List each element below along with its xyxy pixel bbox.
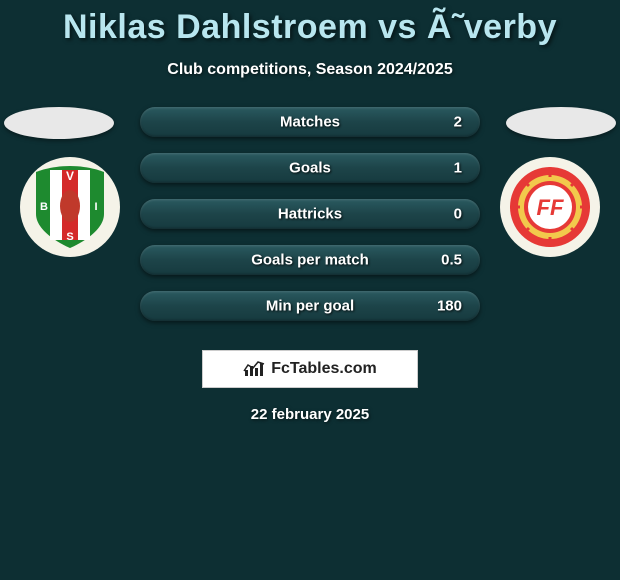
page-subtitle: Club competitions, Season 2024/2025 bbox=[0, 61, 620, 79]
left-player-ellipse bbox=[4, 107, 114, 139]
crest-letter-right: I bbox=[94, 201, 97, 213]
stat-bar: Goals per match 0.5 bbox=[140, 245, 480, 275]
left-club-crest-icon: V B I S bbox=[32, 164, 108, 250]
stat-value: 1 bbox=[454, 160, 462, 177]
right-club-crest-icon: FF bbox=[508, 165, 592, 249]
stat-value: 0 bbox=[454, 206, 462, 223]
crest-letter-top: V bbox=[66, 169, 74, 183]
stat-bar: Goals 1 bbox=[140, 153, 480, 183]
chart-icon bbox=[243, 360, 265, 378]
stat-label: Matches bbox=[280, 114, 340, 131]
crest-letter-left: B bbox=[40, 201, 48, 213]
stat-bar: Matches 2 bbox=[140, 107, 480, 137]
stat-bar: Hattricks 0 bbox=[140, 199, 480, 229]
stat-label: Min per goal bbox=[266, 298, 354, 315]
stat-bars: Matches 2 Goals 1 Hattricks 0 Goals per … bbox=[140, 107, 480, 337]
left-club-badge: V B I S bbox=[20, 157, 120, 257]
site-attribution[interactable]: FcTables.com bbox=[202, 350, 418, 388]
right-player-ellipse bbox=[506, 107, 616, 139]
stat-label: Goals per match bbox=[251, 252, 369, 269]
stat-label: Goals bbox=[289, 160, 331, 177]
stat-value: 2 bbox=[454, 114, 462, 131]
crest-text: FF bbox=[537, 195, 564, 220]
stats-panel: V B I S FF Mat bbox=[0, 107, 620, 357]
crest-letter-bottom: S bbox=[66, 231, 73, 243]
stat-bar: Min per goal 180 bbox=[140, 291, 480, 321]
right-club-badge: FF bbox=[500, 157, 600, 257]
stat-label: Hattricks bbox=[278, 206, 342, 223]
page-title: Niklas Dahlstroem vs Ã˜verby bbox=[0, 0, 620, 47]
stat-value: 180 bbox=[437, 298, 462, 315]
stat-value: 0.5 bbox=[441, 252, 462, 269]
date-text: 22 february 2025 bbox=[251, 406, 369, 423]
site-brand-text: FcTables.com bbox=[271, 360, 377, 378]
